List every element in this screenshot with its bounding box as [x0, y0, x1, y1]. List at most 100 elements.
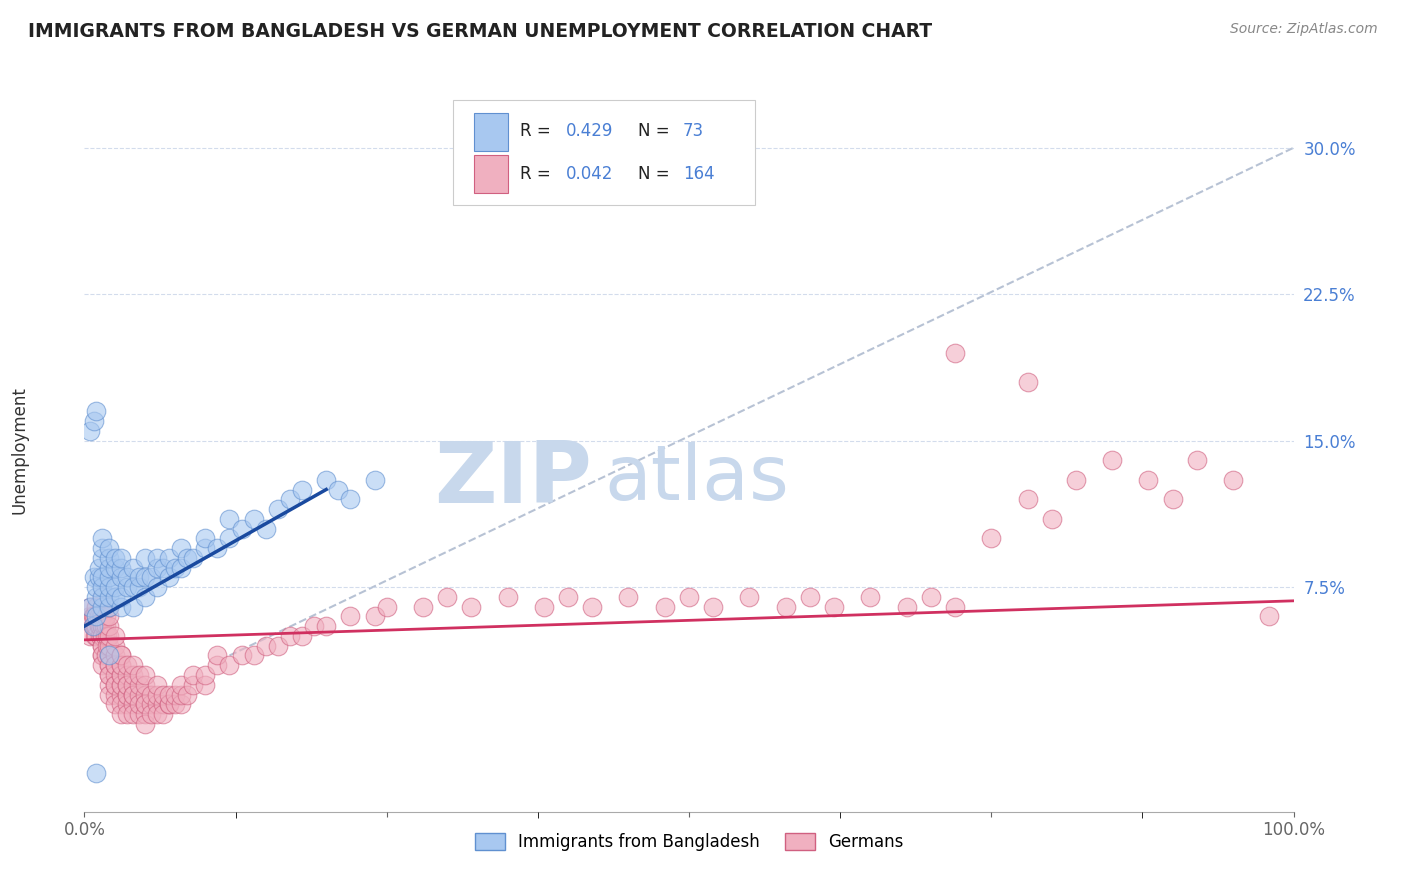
Text: N =: N = — [638, 165, 675, 183]
Point — [110, 698, 132, 712]
Text: N =: N = — [638, 122, 675, 140]
FancyBboxPatch shape — [453, 100, 755, 205]
Point — [267, 502, 290, 516]
Point — [94, 629, 117, 643]
Point — [943, 346, 966, 360]
Point — [115, 698, 138, 712]
Point — [152, 688, 174, 702]
Point — [267, 639, 290, 653]
Point — [91, 619, 114, 633]
Point — [115, 658, 138, 673]
Point — [339, 492, 361, 507]
Text: 0.429: 0.429 — [565, 122, 613, 140]
Point — [115, 688, 138, 702]
Point — [91, 619, 114, 633]
Point — [91, 550, 114, 565]
Y-axis label: Unemployment: Unemployment — [11, 386, 28, 515]
Point — [339, 609, 361, 624]
Point — [134, 698, 156, 712]
Point — [654, 599, 676, 614]
Point — [97, 560, 120, 574]
Point — [87, 560, 110, 574]
Point — [139, 707, 162, 722]
Point — [1185, 453, 1208, 467]
Point — [1064, 473, 1087, 487]
Point — [128, 707, 150, 722]
Point — [1101, 453, 1123, 467]
Point — [86, 609, 108, 624]
Point — [110, 590, 132, 604]
Point — [110, 648, 132, 663]
Point — [97, 658, 120, 673]
Point — [121, 688, 143, 702]
Point — [96, 639, 118, 653]
Point — [176, 550, 198, 565]
Point — [436, 590, 458, 604]
Point — [738, 590, 761, 604]
Point — [79, 599, 101, 614]
Point — [110, 678, 132, 692]
Point — [97, 619, 120, 633]
Point — [121, 560, 143, 574]
Point — [533, 599, 555, 614]
Point — [218, 512, 240, 526]
Point — [170, 698, 193, 712]
Text: atlas: atlas — [605, 442, 789, 516]
Point — [1222, 473, 1244, 487]
Point — [97, 609, 120, 624]
Point — [91, 639, 114, 653]
Point — [110, 599, 132, 614]
Point — [97, 599, 120, 614]
Point — [97, 570, 120, 584]
Point — [83, 619, 105, 633]
Point — [207, 658, 229, 673]
Point — [110, 658, 132, 673]
Point — [1040, 512, 1063, 526]
Point — [157, 550, 180, 565]
Point — [86, 765, 108, 780]
Point — [97, 658, 120, 673]
Point — [104, 629, 127, 643]
Point — [97, 668, 120, 682]
Point — [557, 590, 579, 604]
Point — [617, 590, 640, 604]
Point — [89, 629, 111, 643]
Point — [91, 648, 114, 663]
Point — [152, 698, 174, 712]
Point — [170, 541, 193, 555]
Point — [121, 678, 143, 692]
Point — [79, 599, 101, 614]
Point — [207, 648, 229, 663]
Point — [157, 698, 180, 712]
Point — [110, 560, 132, 574]
Point — [83, 414, 105, 428]
Point — [134, 688, 156, 702]
Point — [146, 698, 169, 712]
Point — [91, 580, 114, 594]
Text: ZIP: ZIP — [434, 438, 592, 521]
Point — [90, 609, 112, 624]
Point — [152, 560, 174, 574]
Point — [121, 668, 143, 682]
Legend: Immigrants from Bangladesh, Germans: Immigrants from Bangladesh, Germans — [468, 826, 910, 857]
Point — [1137, 473, 1160, 487]
Point — [97, 648, 120, 663]
Point — [170, 688, 193, 702]
Point — [194, 541, 217, 555]
Point — [363, 609, 385, 624]
Point — [254, 522, 277, 536]
Point — [121, 580, 143, 594]
Point — [146, 550, 169, 565]
Point — [104, 668, 127, 682]
Point — [134, 550, 156, 565]
Point — [146, 560, 169, 574]
Point — [363, 473, 385, 487]
Point — [94, 648, 117, 663]
Point — [702, 599, 724, 614]
Point — [139, 698, 162, 712]
Point — [83, 570, 105, 584]
Point — [91, 629, 114, 643]
Point — [79, 609, 101, 624]
Point — [104, 658, 127, 673]
Point — [84, 619, 107, 633]
